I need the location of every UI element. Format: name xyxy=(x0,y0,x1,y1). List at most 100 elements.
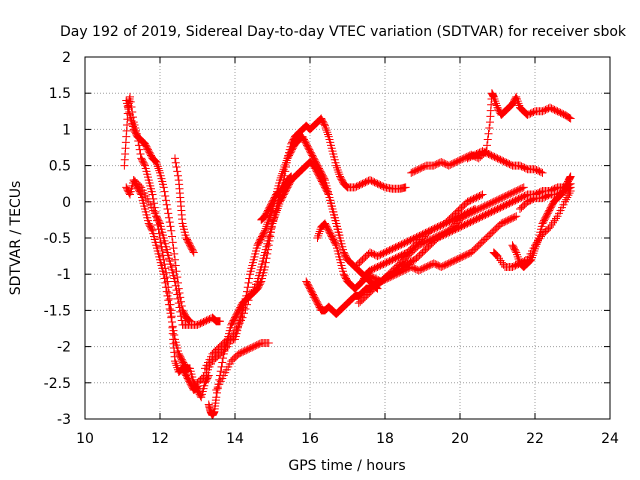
data-point xyxy=(313,234,322,242)
data-point xyxy=(140,160,149,169)
data-point xyxy=(170,331,179,340)
data-point xyxy=(174,294,182,303)
data-point xyxy=(165,213,173,222)
data-point xyxy=(168,232,176,241)
data-point xyxy=(244,296,253,305)
data-point xyxy=(155,218,164,227)
data-point xyxy=(287,172,296,181)
x-tick-label: 20 xyxy=(451,431,469,447)
y-axis-label: SDTVAR / TECUs xyxy=(8,181,24,296)
x-tick-label: 12 xyxy=(151,431,169,447)
data-point xyxy=(159,183,168,192)
axis-ticks: 10 12 14 16 18 20 22 24 -3 -2.5 -2 -1.5 -1 -0.5 0 0.5 1 1… xyxy=(44,50,619,447)
data-point xyxy=(478,190,487,199)
x-tick-label: 14 xyxy=(226,431,244,447)
series-track-b xyxy=(122,176,213,402)
y-tick-label: 0 xyxy=(62,195,71,211)
data-point xyxy=(126,97,135,106)
data-point xyxy=(154,164,163,173)
data-point xyxy=(177,312,185,321)
data-point xyxy=(537,168,545,177)
data-point xyxy=(189,248,198,257)
data-point xyxy=(167,313,176,322)
series-track-n xyxy=(351,205,479,271)
data-point xyxy=(196,391,205,400)
data-point xyxy=(333,165,342,174)
series-track-r xyxy=(489,186,575,271)
x-tick-label: 16 xyxy=(301,431,319,447)
data-point xyxy=(280,163,289,172)
data-point xyxy=(170,249,179,258)
data-point xyxy=(315,229,323,238)
data-point xyxy=(172,163,181,172)
data-point xyxy=(168,317,176,326)
x-tick-label: 24 xyxy=(601,431,619,447)
data-point xyxy=(172,286,181,295)
data-point xyxy=(173,167,182,176)
data-point xyxy=(323,128,332,137)
data-point xyxy=(135,181,144,190)
series-track-h xyxy=(193,157,344,387)
data-point xyxy=(169,326,178,335)
chart-title: Day 192 of 2019, Sidereal Day-to-day VTE… xyxy=(60,24,627,40)
data-point xyxy=(175,303,184,312)
data-point xyxy=(243,283,252,292)
y-tick-label: -2.5 xyxy=(44,376,71,392)
data-point xyxy=(199,373,208,382)
data-point xyxy=(285,173,294,182)
data-point xyxy=(162,196,170,205)
series-track-p xyxy=(407,89,575,177)
series-track-e xyxy=(171,154,198,257)
data-point xyxy=(491,249,500,258)
data-point xyxy=(217,362,226,371)
data-point xyxy=(565,184,574,193)
data-point xyxy=(163,205,172,214)
data-point xyxy=(174,171,182,180)
data-point xyxy=(169,244,178,253)
data-point xyxy=(241,304,250,313)
data-point xyxy=(165,304,174,313)
y-tick-label: 2 xyxy=(62,50,71,66)
data-point xyxy=(162,287,171,296)
data-point xyxy=(177,316,186,325)
y-tick-label: 1.5 xyxy=(49,86,71,102)
data-point xyxy=(135,141,143,150)
data-point xyxy=(286,173,295,182)
data-point xyxy=(243,300,251,309)
data-point xyxy=(531,242,540,251)
data-point xyxy=(314,231,323,240)
data-point xyxy=(484,129,493,138)
plot-frame xyxy=(84,56,611,420)
data-point xyxy=(518,184,527,193)
data-point xyxy=(159,270,168,279)
data-point xyxy=(512,212,521,221)
data-point xyxy=(331,239,340,248)
data-point xyxy=(150,199,158,208)
data-point xyxy=(212,393,221,402)
x-tick-label: 22 xyxy=(526,431,544,447)
data-point xyxy=(162,200,171,209)
data-point xyxy=(538,168,547,177)
data-point xyxy=(174,299,183,308)
data-point xyxy=(167,226,176,235)
data-point xyxy=(162,283,170,292)
data-point xyxy=(566,172,575,181)
data-point xyxy=(264,338,273,347)
data-point xyxy=(148,190,157,199)
y-tick-label: -1.5 xyxy=(44,303,71,319)
series-track-d xyxy=(129,176,224,329)
data-point xyxy=(218,358,227,367)
data-point xyxy=(243,287,251,296)
data-point xyxy=(483,135,492,144)
data-point xyxy=(126,92,134,101)
data-point xyxy=(163,291,172,300)
y-tick-label: 0.5 xyxy=(49,159,71,175)
data-point xyxy=(171,281,180,290)
data-point xyxy=(161,278,170,287)
data-point xyxy=(166,309,175,318)
data-point xyxy=(222,344,230,353)
data-point xyxy=(471,205,479,214)
data-point xyxy=(160,187,169,196)
data-point xyxy=(469,205,478,214)
